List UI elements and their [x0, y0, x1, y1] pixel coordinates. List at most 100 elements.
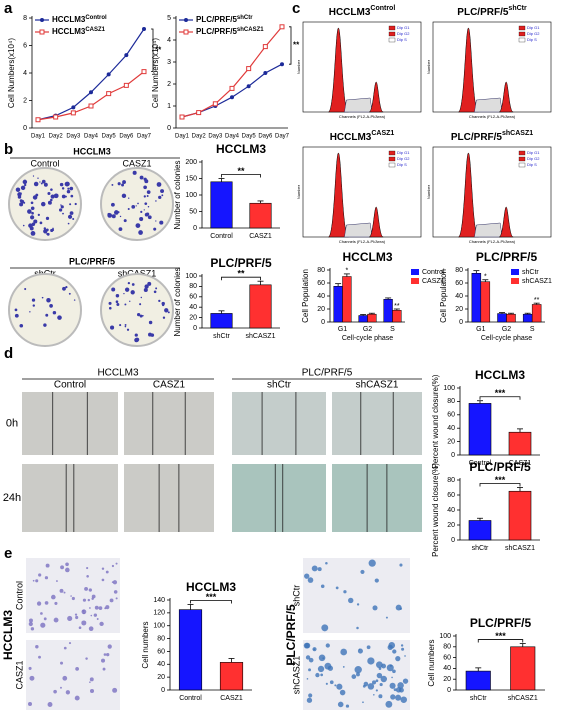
colony [19, 202, 24, 207]
point [106, 91, 112, 97]
colony [30, 201, 34, 205]
cell [354, 666, 362, 674]
cell [378, 667, 382, 671]
colony [70, 194, 74, 198]
cell [29, 618, 33, 623]
bar [506, 313, 516, 323]
point [71, 105, 76, 110]
condition-label: CASZ1 [14, 660, 24, 689]
colony [52, 310, 57, 315]
flow-ylabel: Number [426, 184, 431, 199]
x-tick-label: Day6 [119, 134, 134, 140]
cell [75, 667, 79, 671]
colony [162, 303, 165, 307]
y-tick-label: 60 [455, 280, 463, 287]
colony [140, 296, 143, 299]
bar [468, 520, 492, 541]
group-title: HCCLM3 [1, 610, 15, 660]
colony-plate [8, 273, 82, 347]
colony [32, 304, 35, 307]
x-axis-label: Cell-cycle phase [481, 335, 532, 342]
x-tick-label: shCASZ1 [508, 695, 538, 702]
colony [72, 218, 75, 221]
significance: * [484, 274, 487, 281]
bar [497, 313, 507, 323]
s-phase [474, 222, 503, 238]
cell [401, 647, 405, 651]
y-tick-label: 0 [167, 125, 171, 132]
cell [308, 693, 313, 698]
colony [67, 214, 73, 219]
cell [308, 657, 314, 663]
colony [31, 211, 34, 215]
colony [111, 287, 116, 292]
x-tick-label: Day2 [49, 134, 64, 140]
colony [60, 204, 62, 206]
condition-label: shCASZ1 [356, 380, 399, 391]
colony [131, 283, 135, 286]
colony [116, 302, 120, 306]
legend-marker [184, 18, 188, 22]
x-tick-label: Day5 [242, 134, 257, 140]
cell [113, 590, 118, 594]
cell [106, 653, 110, 657]
cell [29, 675, 35, 681]
y-tick-label: 120 [153, 610, 165, 617]
s-phase [344, 97, 373, 113]
significance-bracket [479, 396, 521, 400]
y-axis-label: Cell numbers [141, 621, 150, 668]
point [246, 66, 252, 72]
y-tick-label: 0 [451, 537, 455, 544]
colony [139, 217, 144, 222]
x-tick-label: G2 [363, 326, 372, 333]
colony [24, 288, 27, 291]
cell [391, 676, 393, 679]
cell [339, 689, 346, 696]
colony [160, 189, 165, 194]
condition-label: Control [30, 158, 59, 168]
cell [85, 657, 88, 660]
cell [53, 689, 57, 694]
flow-title: PLC/PRF/5shCASZ1 [451, 130, 533, 143]
colony [117, 211, 120, 214]
panel-label: d [4, 345, 13, 362]
cell [90, 614, 93, 617]
colony [114, 210, 119, 215]
y-tick-label: 20 [447, 522, 455, 529]
flow-legend-swatch [518, 150, 526, 156]
chart-title: PLC/PRF/5 [210, 256, 272, 270]
bar [468, 403, 492, 456]
flow-ylabel: Number [296, 184, 301, 199]
flow-legend-swatch [388, 162, 396, 168]
g2-peak [368, 206, 384, 238]
flow-ylabel: Number [426, 59, 431, 74]
flow-legend-swatch [518, 156, 526, 162]
colony [139, 314, 143, 318]
colony [146, 190, 151, 194]
cell [329, 680, 334, 685]
cell [395, 656, 401, 662]
cell [60, 565, 65, 570]
cell [54, 601, 58, 605]
colony [59, 182, 64, 187]
bar [465, 670, 491, 691]
cell [75, 615, 79, 620]
flow-legend-text: Dip G1 [527, 25, 540, 30]
cell [105, 570, 109, 574]
colony [128, 197, 130, 199]
colony [15, 187, 21, 192]
colony [20, 185, 26, 191]
bar [342, 276, 352, 323]
cell [82, 598, 87, 602]
colony [45, 216, 50, 221]
colony [30, 231, 36, 236]
colony [28, 223, 33, 228]
cell [94, 605, 99, 610]
panel-label: b [4, 141, 13, 158]
colony [150, 333, 155, 337]
cell [304, 573, 310, 579]
bar [471, 273, 482, 323]
colony [118, 227, 123, 231]
colony [73, 299, 76, 301]
cell [342, 666, 345, 668]
